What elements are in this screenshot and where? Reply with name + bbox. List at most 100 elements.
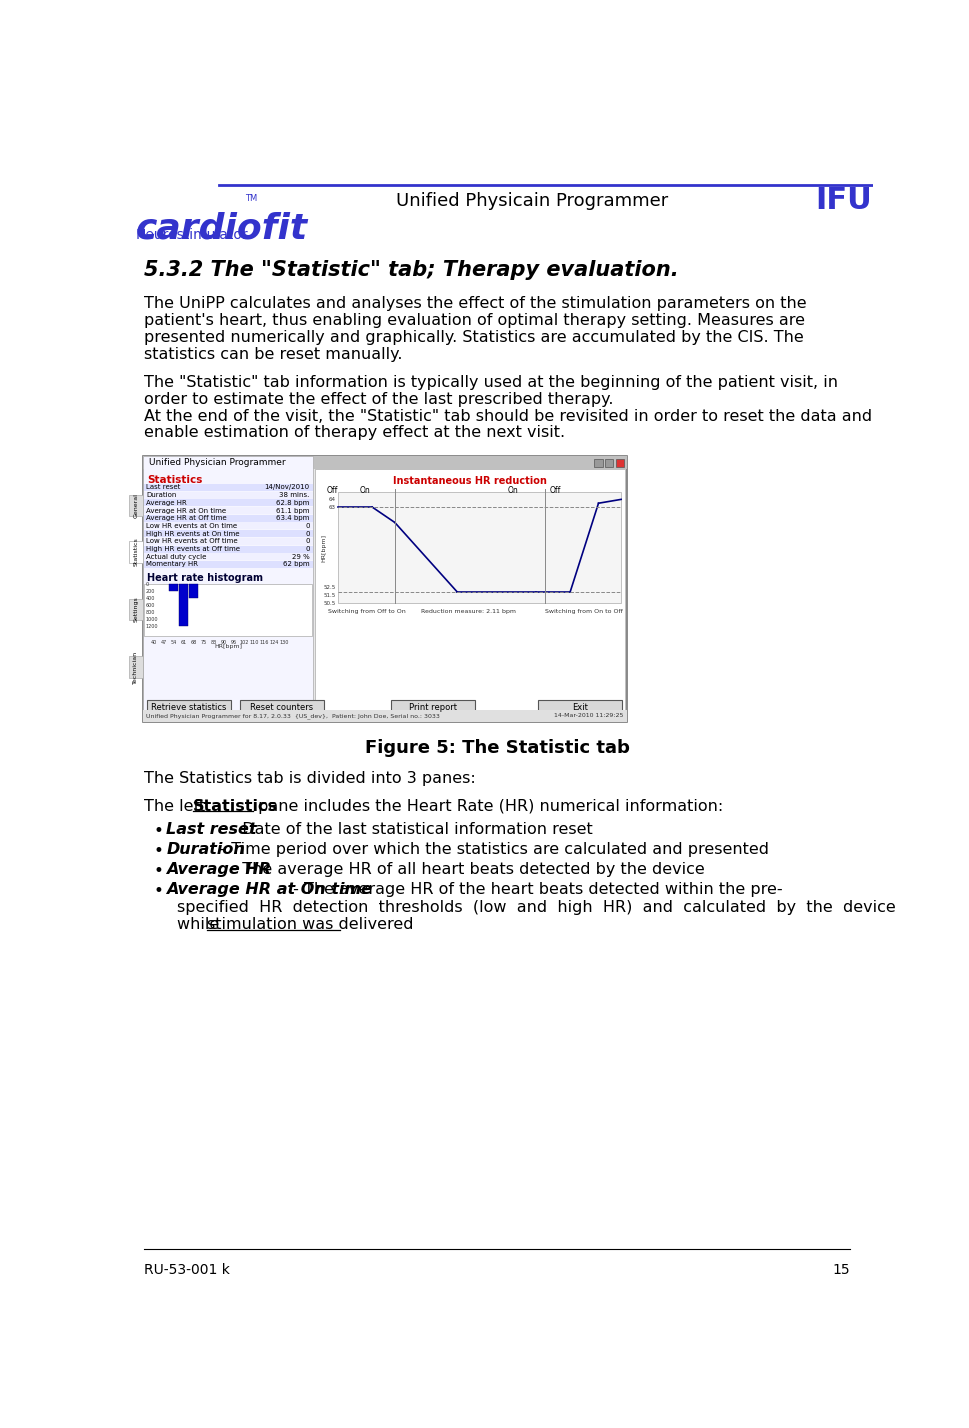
Text: Print report: Print report (408, 703, 456, 711)
Text: 63: 63 (328, 504, 335, 510)
Text: RU-53-001 k: RU-53-001 k (144, 1264, 231, 1277)
Text: 83: 83 (210, 640, 217, 644)
Text: 110: 110 (249, 640, 259, 644)
Text: Switching from On to Off: Switching from On to Off (545, 610, 623, 614)
Text: 40: 40 (150, 640, 156, 644)
Text: Reduction measure: 2.11 bpm: Reduction measure: 2.11 bpm (421, 610, 516, 614)
Text: 63.4 bpm: 63.4 bpm (276, 516, 309, 521)
Text: 29 %: 29 % (292, 554, 309, 560)
FancyBboxPatch shape (143, 561, 312, 568)
Text: Off: Off (549, 486, 560, 494)
Text: On: On (507, 486, 517, 494)
Text: Unified Physicain Programmer: Unified Physicain Programmer (395, 191, 668, 210)
Text: 51.5: 51.5 (324, 593, 335, 598)
FancyBboxPatch shape (143, 553, 312, 560)
Text: HR[bpm]: HR[bpm] (214, 644, 242, 650)
Text: 62.8 bpm: 62.8 bpm (276, 500, 309, 506)
Text: 38 mins.: 38 mins. (279, 493, 309, 498)
Text: •: • (154, 823, 164, 840)
Text: Low HR events at On time: Low HR events at On time (146, 523, 237, 528)
Text: enable estimation of therapy effect at the next visit.: enable estimation of therapy effect at t… (144, 426, 565, 440)
Text: Unified Physician Programmer: Unified Physician Programmer (149, 458, 286, 467)
FancyBboxPatch shape (615, 458, 624, 467)
Text: 0: 0 (305, 538, 309, 544)
Text: Average HR: Average HR (146, 500, 187, 506)
FancyBboxPatch shape (129, 598, 142, 620)
Text: The left: The left (144, 798, 210, 814)
Text: Retrieve statistics: Retrieve statistics (151, 703, 226, 711)
Text: •: • (154, 863, 164, 880)
Text: cardiofit: cardiofit (135, 211, 307, 246)
Text: order to estimate the effect of the last prescribed therapy.: order to estimate the effect of the last… (144, 391, 613, 407)
Text: 1000: 1000 (145, 617, 158, 621)
FancyBboxPatch shape (146, 700, 231, 714)
Text: 90: 90 (221, 640, 227, 644)
Text: 96: 96 (231, 640, 236, 644)
Text: pane includes the Heart Rate (HR) numerical information:: pane includes the Heart Rate (HR) numeri… (253, 798, 723, 814)
Text: Settings: Settings (134, 597, 139, 623)
Text: 62 bpm: 62 bpm (283, 561, 309, 567)
Text: Off: Off (326, 486, 337, 494)
FancyBboxPatch shape (142, 710, 626, 723)
Text: 52.5: 52.5 (324, 585, 335, 590)
Text: The "Statistic" tab information is typically used at the beginning of the patien: The "Statistic" tab information is typic… (144, 374, 837, 390)
Text: 102: 102 (239, 640, 248, 644)
Text: 50.5: 50.5 (324, 601, 335, 605)
Text: Duration: Duration (146, 493, 176, 498)
Text: Instantaneous HR reduction: Instantaneous HR reduction (392, 476, 547, 486)
Text: On: On (359, 486, 370, 494)
Text: 64: 64 (328, 497, 335, 501)
Text: Technician: Technician (134, 651, 139, 684)
Text: – The average HR of all heart beats detected by the device: – The average HR of all heart beats dete… (224, 863, 704, 877)
FancyBboxPatch shape (605, 458, 612, 467)
Text: 47: 47 (160, 640, 167, 644)
FancyBboxPatch shape (144, 584, 312, 637)
Text: 600: 600 (145, 603, 154, 608)
Text: Actual duty cycle: Actual duty cycle (146, 554, 206, 560)
Text: The UniPP calculates and analyses the effect of the stimulation parameters on th: The UniPP calculates and analyses the ef… (144, 296, 806, 311)
FancyBboxPatch shape (129, 494, 142, 517)
Text: 0: 0 (145, 581, 148, 587)
Text: Last reset: Last reset (166, 823, 257, 837)
Text: 116: 116 (260, 640, 268, 644)
FancyBboxPatch shape (143, 538, 312, 545)
Text: – Time period over which the statistics are calculated and presented: – Time period over which the statistics … (212, 843, 767, 857)
FancyBboxPatch shape (315, 468, 624, 710)
Text: - The average HR of the heart beats detected within the pre-: - The average HR of the heart beats dete… (288, 883, 782, 897)
Text: HR[bpm]: HR[bpm] (322, 534, 327, 561)
Text: Reset counters: Reset counters (250, 703, 313, 711)
FancyBboxPatch shape (143, 530, 312, 537)
FancyBboxPatch shape (538, 700, 621, 714)
Text: 61: 61 (180, 640, 187, 644)
Text: 14-Mar-2010 11:29:25: 14-Mar-2010 11:29:25 (553, 713, 623, 718)
Text: specified  HR  detection  thresholds  (low  and  high  HR)  and  calculated  by : specified HR detection thresholds (low a… (177, 900, 895, 915)
Text: •: • (154, 883, 164, 900)
FancyBboxPatch shape (142, 457, 626, 723)
FancyBboxPatch shape (142, 457, 313, 710)
Text: Low HR events at Off time: Low HR events at Off time (146, 538, 237, 544)
FancyBboxPatch shape (170, 584, 177, 591)
Text: High HR events at On time: High HR events at On time (146, 531, 239, 537)
Text: Average HR at On time: Average HR at On time (146, 507, 226, 514)
Text: At the end of the visit, the "Statistic" tab should be revisited in order to res: At the end of the visit, the "Statistic"… (144, 408, 872, 424)
Text: 68: 68 (190, 640, 197, 644)
Text: 130: 130 (279, 640, 289, 644)
Text: – Date of the last statistical information reset: – Date of the last statistical informati… (224, 823, 592, 837)
Text: Average HR: Average HR (166, 863, 271, 877)
FancyBboxPatch shape (129, 541, 142, 563)
FancyBboxPatch shape (338, 491, 620, 603)
Text: IFU: IFU (814, 186, 871, 216)
FancyBboxPatch shape (179, 584, 188, 627)
Text: Duration: Duration (166, 843, 245, 857)
Text: statistics can be reset manually.: statistics can be reset manually. (144, 347, 402, 361)
Text: Unified Physician Programmer for 8.17, 2.0.33  {US_dev},  Patient: John Doe, Ser: Unified Physician Programmer for 8.17, 2… (146, 713, 440, 718)
Text: patient's heart, thus enabling evaluation of optimal therapy setting. Measures a: patient's heart, thus enabling evaluatio… (144, 313, 804, 328)
Text: High HR events at Off time: High HR events at Off time (146, 545, 239, 553)
Text: Statistics: Statistics (193, 798, 277, 814)
Text: 15: 15 (831, 1264, 849, 1277)
Text: 400: 400 (145, 595, 154, 601)
FancyBboxPatch shape (143, 491, 312, 498)
FancyBboxPatch shape (143, 514, 312, 521)
Text: Neurostimulator: Neurostimulator (135, 228, 247, 243)
Text: Figure 5: The Statistic tab: Figure 5: The Statistic tab (364, 738, 629, 757)
